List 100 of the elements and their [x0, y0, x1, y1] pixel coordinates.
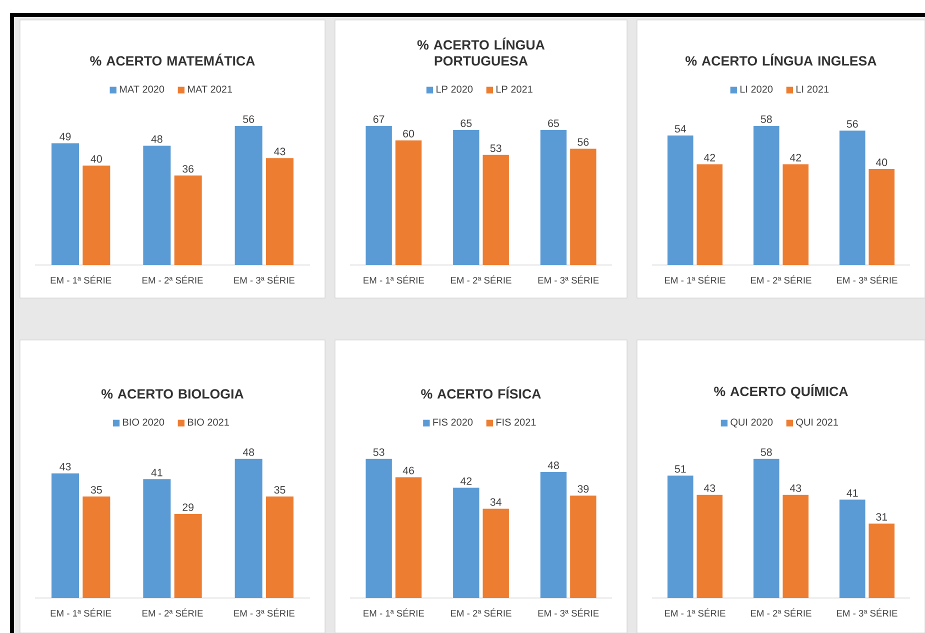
data-label: 51	[674, 465, 686, 473]
x-tick-label: EM - 1ª SÉRIE	[364, 608, 424, 617]
x-tick-label: EM - 2ª SÉRIE	[751, 275, 812, 284]
x-tick-label: EM - 1ª SÉRIE	[50, 608, 112, 617]
bar	[570, 496, 596, 598]
x-tick-label: EM - 2ª SÉRIE	[451, 275, 512, 284]
data-label: 65	[548, 120, 559, 128]
data-label: 56	[243, 115, 254, 123]
x-tick-label: EM - 1ª SÉRIE	[665, 275, 726, 284]
x-tick-label: EM - 3ª SÉRIE	[234, 608, 295, 617]
bar	[540, 130, 567, 265]
bar	[839, 130, 866, 265]
bar	[266, 158, 294, 265]
data-label: 53	[373, 448, 384, 456]
data-label: 35	[274, 486, 286, 494]
x-tick-label: EM - 2ª SÉRIE	[451, 608, 512, 617]
bar	[570, 148, 596, 265]
legend-label: LI 2020	[740, 86, 773, 93]
bar	[143, 146, 171, 265]
data-label: 56	[578, 138, 589, 146]
bar	[82, 166, 110, 265]
x-tick-label: EM - 2ª SÉRIE	[751, 608, 812, 617]
bar	[753, 126, 780, 265]
bar	[234, 458, 262, 598]
bar	[482, 508, 509, 598]
data-label: 40	[876, 158, 888, 166]
chart-title: % ACERTO QUÍMICA	[714, 384, 848, 399]
bar	[782, 494, 809, 598]
data-label: 40	[90, 155, 102, 163]
data-label: 41	[846, 489, 858, 497]
data-label: 48	[548, 462, 559, 470]
x-tick-label: EM - 3ª SÉRIE	[837, 275, 898, 284]
x-tick-label: EM - 3ª SÉRIE	[538, 275, 599, 284]
legend-label: QUI 2021	[796, 418, 838, 428]
data-label: 34	[490, 498, 502, 506]
bar	[174, 514, 202, 598]
bar	[753, 458, 780, 598]
bar	[696, 164, 723, 265]
data-label: 48	[242, 448, 254, 456]
legend-label: BIO 2020	[123, 418, 164, 426]
data-label: 48	[151, 135, 162, 143]
legend-label: FIS 2021	[496, 418, 536, 426]
bar	[453, 130, 480, 265]
chart-title: % ACERTO LÍNGUA PORTUGUESA	[417, 38, 545, 66]
bar	[782, 164, 809, 265]
chart-title: % ACERTO FÍSICA	[421, 386, 541, 399]
bar	[540, 472, 567, 598]
data-label: 60	[403, 130, 414, 138]
data-label: 35	[90, 486, 102, 494]
data-label: 43	[704, 484, 716, 492]
legend-label: LP 2020	[436, 86, 473, 93]
x-tick-label: EM - 3ª SÉRIE	[538, 608, 599, 617]
bar	[234, 126, 262, 265]
data-label: 54	[674, 125, 686, 133]
bar	[667, 135, 694, 265]
bar	[696, 494, 723, 598]
bar	[482, 154, 509, 265]
data-label: 65	[460, 120, 472, 128]
data-label: 31	[876, 513, 888, 521]
bar	[453, 488, 480, 598]
chart-title: % ACERTO BIOLOGIA	[101, 389, 244, 399]
data-label: 49	[60, 132, 71, 140]
legend-label: FIS 2020	[433, 418, 473, 426]
x-tick-label: EM - 3ª SÉRIE	[234, 275, 295, 284]
data-label: 39	[578, 485, 589, 493]
bar	[868, 169, 895, 265]
x-tick-label: EM - 3ª SÉRIE	[837, 608, 898, 617]
data-label: 42	[704, 154, 716, 162]
data-label: 42	[790, 154, 802, 162]
legend-label: MAT 2020	[120, 86, 164, 93]
bar	[395, 477, 422, 598]
data-label: 41	[151, 468, 162, 476]
chart-title: % ACERTO MATEMÁTICA	[90, 54, 255, 66]
bar	[667, 476, 694, 598]
bar	[868, 524, 895, 598]
chart-title: % ACERTO LÍNGUA INGLESA	[686, 54, 876, 66]
x-tick-label: EM - 1ª SÉRIE	[665, 608, 726, 617]
x-tick-label: EM - 1ª SÉRIE	[364, 275, 424, 284]
data-label: 58	[760, 115, 772, 123]
bar	[366, 126, 392, 265]
legend-label: LI 2021	[796, 86, 829, 93]
legend-label: MAT 2021	[188, 86, 232, 93]
x-tick-label: EM - 2ª SÉRIE	[142, 275, 203, 284]
data-label: 36	[182, 165, 194, 173]
legend-label: LP 2021	[496, 86, 532, 93]
bar	[52, 473, 79, 598]
data-label: 46	[402, 466, 414, 474]
x-tick-label: EM - 1ª SÉRIE	[50, 275, 112, 284]
data-label: 43	[274, 148, 286, 156]
bar	[143, 479, 171, 598]
data-label: 43	[790, 484, 802, 492]
bar	[52, 143, 79, 265]
bar	[366, 458, 392, 598]
data-label: 58	[760, 448, 772, 456]
data-label: 56	[846, 120, 858, 128]
bar	[839, 500, 866, 598]
legend-label: QUI 2020	[730, 418, 773, 428]
data-label: 42	[460, 477, 472, 485]
data-label: 53	[490, 144, 502, 152]
bar	[82, 496, 110, 598]
